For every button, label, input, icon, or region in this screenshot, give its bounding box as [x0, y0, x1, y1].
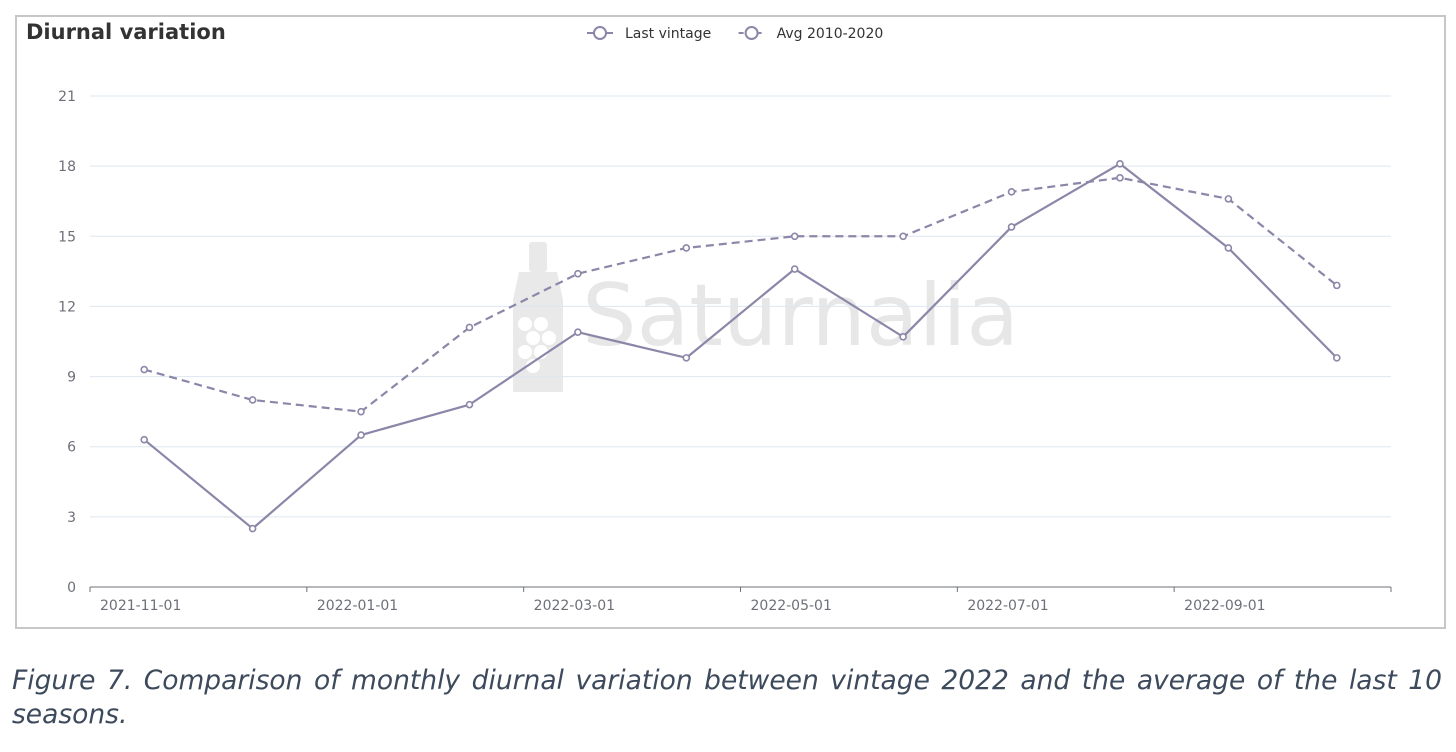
y-tick-label: 9 [67, 370, 76, 386]
data-point[interactable] [140, 365, 149, 374]
legend-label: Avg 2010-2020 [777, 26, 884, 42]
series-1 [140, 160, 1341, 533]
series-2 [140, 174, 1341, 416]
data-point[interactable] [790, 232, 799, 241]
figure-caption: Figure 7. Comparison of monthly diurnal … [12, 665, 1442, 730]
data-point[interactable] [465, 323, 474, 332]
x-tick-label: 2022-01-01 [317, 598, 398, 614]
grid [90, 95, 1391, 518]
wine-bottle-grapes-icon [513, 242, 563, 392]
data-point[interactable] [1332, 354, 1341, 362]
data-point[interactable] [682, 354, 691, 362]
data-point[interactable] [1007, 188, 1016, 196]
legend-item-1[interactable]: Last vintage [587, 26, 711, 42]
y-tick-label: 12 [58, 299, 76, 315]
watermark: Saturnalia [513, 242, 1019, 392]
y-tick-label: 18 [58, 159, 76, 175]
axes: 0 3 6 9 12 15 18 21 2021-11-01 2022-01-01 2022-03-… [58, 89, 1392, 614]
chart-panel: Saturnalia 0 3 6 9 12 15 18 21 2021-11-01 2022-01… [15, 15, 1446, 629]
data-point[interactable] [248, 396, 257, 404]
x-tick-label: 2021-11-01 [100, 598, 181, 614]
data-point[interactable] [899, 232, 907, 241]
data-point[interactable] [1007, 223, 1016, 231]
x-tick-label: 2022-09-01 [1184, 598, 1265, 614]
data-point[interactable] [682, 244, 691, 252]
data-point[interactable] [1224, 244, 1233, 252]
legend[interactable]: Last vintage Avg 2010-2020 [587, 26, 883, 42]
data-point[interactable] [140, 435, 149, 444]
line-chart: Saturnalia 0 3 6 9 12 15 18 21 2021-11-01 2022-01… [58, 26, 1392, 614]
y-tick-label: 15 [58, 229, 76, 245]
data-point[interactable] [248, 524, 257, 533]
data-point[interactable] [1116, 160, 1124, 168]
legend-marker-icon [593, 26, 607, 40]
y-tick-label: 6 [67, 440, 76, 456]
data-point[interactable] [790, 265, 799, 273]
series [140, 160, 1341, 533]
y-tick-label: 21 [58, 89, 76, 105]
x-tick-label: 2022-07-01 [967, 598, 1048, 614]
legend-label: Last vintage [625, 26, 711, 42]
data-point[interactable] [357, 431, 365, 439]
legend-item-2[interactable]: Avg 2010-2020 [738, 26, 884, 42]
data-point[interactable] [357, 407, 365, 416]
x-tick-label: 2022-05-01 [751, 598, 832, 614]
chart-title: Diurnal variation [26, 20, 226, 44]
data-point[interactable] [1116, 174, 1124, 182]
data-point[interactable] [574, 269, 582, 278]
data-point[interactable] [465, 400, 474, 409]
y-tick-label: 0 [67, 580, 76, 596]
y-tick-label: 3 [67, 510, 76, 526]
x-tick-label: 2022-03-01 [534, 598, 615, 614]
data-point[interactable] [899, 333, 907, 341]
data-point[interactable] [1224, 195, 1233, 203]
legend-marker-icon [744, 26, 759, 40]
data-point[interactable] [1332, 281, 1341, 290]
data-point[interactable] [574, 328, 582, 336]
series-line [143, 162, 1338, 530]
series-line [143, 176, 1338, 413]
watermark-text: Saturnalia [582, 266, 1019, 366]
